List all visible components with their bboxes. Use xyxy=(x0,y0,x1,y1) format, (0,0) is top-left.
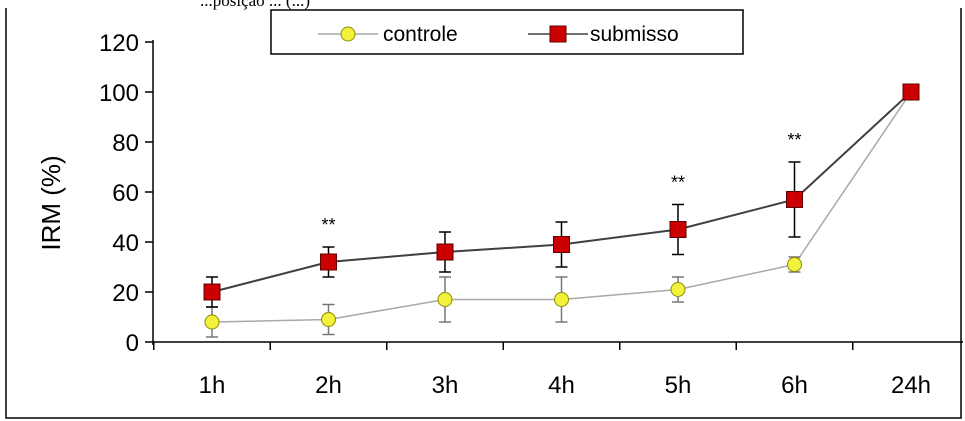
legend-item-controle: controle xyxy=(318,23,458,46)
legend: controle submisso xyxy=(270,9,744,55)
annotations: ** ** ** xyxy=(321,130,801,235)
y-axis-label: IRM (%) xyxy=(36,155,66,250)
y-tick-label: 20 xyxy=(112,280,139,307)
x-tick-label: 4h xyxy=(548,372,575,399)
markers-controle xyxy=(204,84,919,330)
data-point-submisso xyxy=(669,221,687,238)
x-tick-label: 3h xyxy=(432,372,459,399)
y-tick-label: 100 xyxy=(99,80,139,107)
x-ticks: 1h 2h 3h 4h 5h 6h 24h xyxy=(153,342,931,399)
chart-frame xyxy=(5,3,962,419)
series-layer xyxy=(203,83,920,338)
y-tick-label: 120 xyxy=(99,30,139,57)
legend-item-submisso: submisso xyxy=(528,23,679,46)
x-tick-label: 1h xyxy=(199,372,226,399)
markers-submisso xyxy=(203,83,920,301)
caption-mask xyxy=(0,0,965,8)
x-tick-label: 6h xyxy=(781,372,808,399)
y-tick-label: 60 xyxy=(112,180,139,207)
data-point-controle xyxy=(787,257,802,272)
data-point-submisso xyxy=(902,83,920,101)
data-point-submisso xyxy=(786,191,803,208)
x-tick-label: 5h xyxy=(665,372,692,399)
y-tick-label: 80 xyxy=(112,130,139,157)
y-ticks: 0 20 40 60 80 100 120 xyxy=(99,30,153,357)
x-tick-label: 24h xyxy=(891,372,931,399)
legend-label-controle: controle xyxy=(383,23,458,46)
legend-marker-controle xyxy=(340,26,356,42)
data-point-controle xyxy=(204,314,220,330)
significance-label: ** xyxy=(321,215,335,235)
data-point-controle xyxy=(437,292,453,307)
data-point-submisso xyxy=(320,253,337,271)
legend-label-submisso: submisso xyxy=(590,23,679,46)
data-point-submisso xyxy=(436,243,454,261)
significance-label: ** xyxy=(671,173,685,193)
x-tick-label: 2h xyxy=(315,372,342,399)
data-point-controle xyxy=(670,282,686,297)
y-tick-label: 40 xyxy=(112,230,139,257)
data-point-controle xyxy=(321,312,336,327)
legend-marker-submisso xyxy=(549,25,567,43)
y-tick-label: 0 xyxy=(126,330,139,357)
data-point-submisso xyxy=(203,283,221,301)
data-point-submisso xyxy=(553,236,570,253)
figure-caption: ...posição ... (...) xyxy=(200,0,310,10)
significance-label: ** xyxy=(787,130,801,150)
data-point-controle xyxy=(554,292,569,307)
